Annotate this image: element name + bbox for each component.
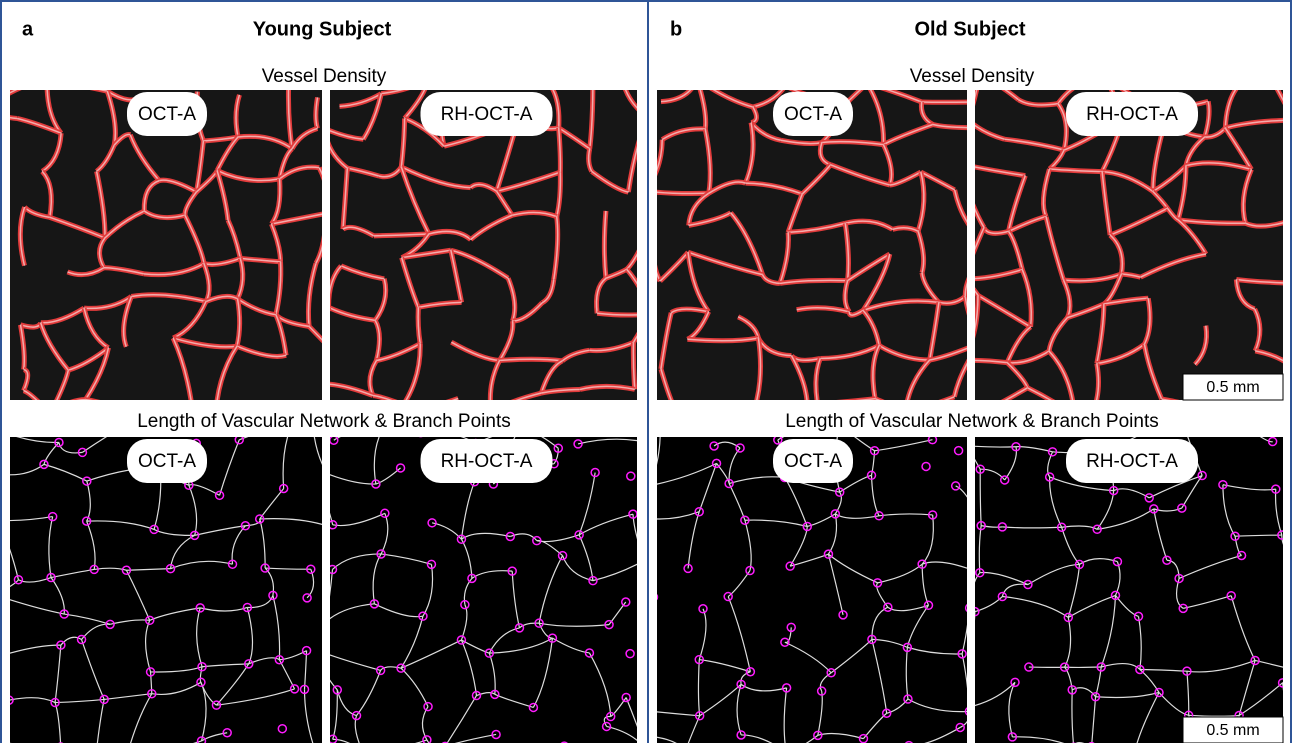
branch-point — [321, 619, 329, 627]
scale-bar-label: 0.5 mm — [1206, 722, 1259, 739]
section-title: Vessel Density — [910, 66, 1035, 87]
panel-title: Young Subject — [253, 18, 392, 40]
vessel-core — [1286, 283, 1287, 303]
branch-point — [656, 416, 664, 424]
image-label: OCT-A — [784, 104, 842, 125]
figure: a Young Subject Vessel Density OCT-A RH-OCT-… — [0, 0, 1292, 743]
vessel-core — [645, 191, 652, 236]
branch-point — [1, 471, 9, 479]
image-label: RH-OCT-A — [1086, 451, 1178, 472]
vessel — [1286, 283, 1287, 303]
vessel — [969, 102, 971, 127]
branch-point — [1181, 424, 1189, 432]
panel-title: Old Subject — [914, 18, 1025, 40]
vessel-core — [323, 307, 329, 359]
image-label: RH-OCT-A — [1086, 104, 1178, 125]
section-title: Length of Vascular Network & Branch Poin… — [137, 411, 511, 432]
image-label: RH-OCT-A — [441, 104, 533, 125]
vessel — [645, 191, 652, 236]
vessel — [86, 400, 126, 415]
vessel-core — [86, 400, 126, 415]
image-label: OCT-A — [138, 104, 196, 125]
branch-point — [1245, 425, 1253, 433]
vessel-core — [47, 80, 107, 91]
vessel-core — [969, 102, 971, 127]
skeleton — [640, 582, 653, 597]
vessel — [323, 307, 329, 359]
vessel — [47, 80, 107, 91]
vessel-core — [50, 400, 85, 414]
panel-letter: b — [670, 18, 682, 40]
vessel — [551, 77, 593, 86]
branch-point — [515, 423, 523, 431]
image-label: RH-OCT-A — [441, 451, 533, 472]
skeleton — [1185, 428, 1250, 433]
vessel — [1286, 222, 1289, 283]
vessel-core — [551, 77, 593, 86]
skeleton — [652, 597, 654, 668]
vessel-core — [1286, 222, 1289, 283]
section-title: Vessel Density — [262, 66, 387, 87]
branch-point — [648, 664, 656, 672]
vessel — [1244, 76, 1270, 80]
image-label: OCT-A — [784, 451, 842, 472]
image-label: OCT-A — [138, 451, 196, 472]
section-title: Length of Vascular Network & Branch Poin… — [785, 411, 1159, 432]
branch-point — [649, 593, 657, 601]
skeleton — [970, 570, 974, 608]
panel-letter: a — [22, 18, 34, 40]
vessel-core — [1244, 76, 1270, 80]
skeleton — [639, 517, 642, 582]
branch-point — [637, 578, 645, 586]
scale-bar-label: 0.5 mm — [1206, 379, 1259, 396]
branch-point — [645, 707, 653, 715]
branch-point — [125, 419, 133, 427]
vessel — [50, 400, 85, 414]
